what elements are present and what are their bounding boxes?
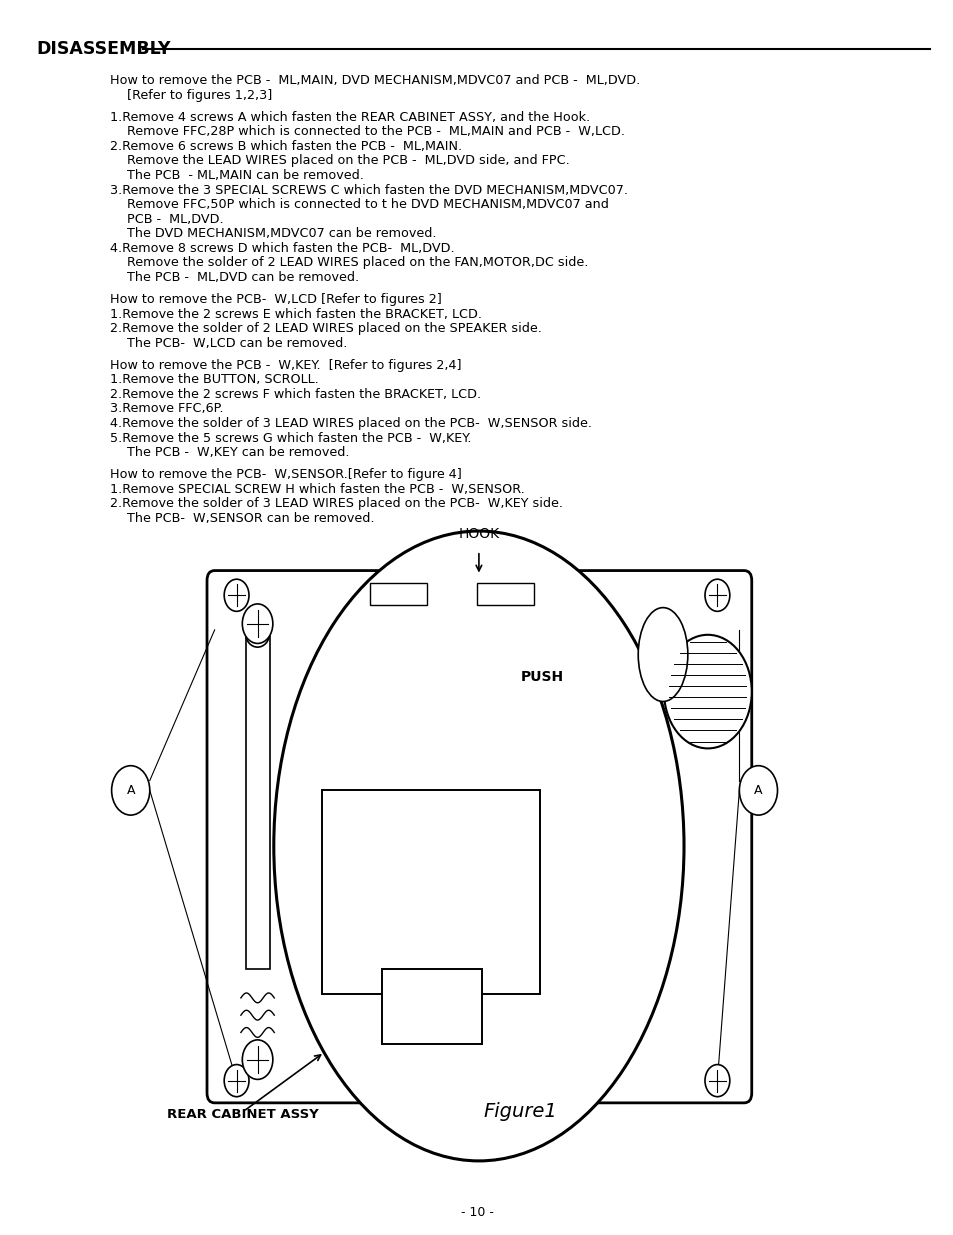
Circle shape bbox=[242, 1040, 273, 1079]
Text: 3.Remove FFC,6P.: 3.Remove FFC,6P. bbox=[110, 403, 223, 415]
Ellipse shape bbox=[638, 608, 687, 701]
Bar bbox=[476, 583, 534, 605]
Ellipse shape bbox=[274, 531, 683, 1161]
Text: 5.Remove the 5 screws G which fasten the PCB -  W,KEY.: 5.Remove the 5 screws G which fasten the… bbox=[110, 431, 471, 445]
Text: How to remove the PCB -  W,KEY.  [Refer to figures 2,4]: How to remove the PCB - W,KEY. [Refer to… bbox=[110, 358, 460, 372]
Text: The DVD MECHANISM,MDVC07 can be removed.: The DVD MECHANISM,MDVC07 can be removed. bbox=[127, 227, 436, 241]
Text: The PCB -  W,KEY can be removed.: The PCB - W,KEY can be removed. bbox=[127, 446, 349, 459]
Bar bbox=[370, 583, 427, 605]
Text: 2.Remove the 2 screws F which fasten the BRACKET, LCD.: 2.Remove the 2 screws F which fasten the… bbox=[110, 388, 480, 401]
Text: A: A bbox=[127, 784, 134, 797]
Text: 1.Remove the 2 screws E which fasten the BRACKET, LCD.: 1.Remove the 2 screws E which fasten the… bbox=[110, 308, 481, 321]
Circle shape bbox=[739, 766, 777, 815]
Text: Remove FFC,28P which is connected to the PCB -  ML,MAIN and PCB -  W,LCD.: Remove FFC,28P which is connected to the… bbox=[127, 125, 624, 138]
Text: DISASSEMBLY: DISASSEMBLY bbox=[36, 41, 171, 58]
FancyBboxPatch shape bbox=[207, 571, 751, 1103]
Bar bbox=[322, 790, 539, 994]
Text: PUSH: PUSH bbox=[519, 669, 563, 684]
Text: How to remove the PCB-  W,LCD [Refer to figures 2]: How to remove the PCB- W,LCD [Refer to f… bbox=[110, 293, 441, 306]
Text: The PCB  - ML,MAIN can be removed.: The PCB - ML,MAIN can be removed. bbox=[127, 169, 363, 182]
Text: 3.Remove the 3 SPECIAL SCREWS C which fasten the DVD MECHANISM,MDVC07.: 3.Remove the 3 SPECIAL SCREWS C which fa… bbox=[110, 184, 627, 196]
Circle shape bbox=[242, 604, 273, 643]
Circle shape bbox=[663, 635, 751, 748]
Circle shape bbox=[224, 1065, 249, 1097]
Text: The PCB -  ML,DVD can be removed.: The PCB - ML,DVD can be removed. bbox=[127, 270, 358, 284]
Text: The PCB-  W,SENSOR can be removed.: The PCB- W,SENSOR can be removed. bbox=[127, 511, 374, 525]
Text: REAR CABINET ASSY: REAR CABINET ASSY bbox=[167, 1108, 318, 1121]
Text: 2.Remove 6 screws B which fasten the PCB -  ML,MAIN.: 2.Remove 6 screws B which fasten the PCB… bbox=[110, 140, 461, 153]
Text: How to remove the PCB -  ML,MAIN, DVD MECHANISM,MDVC07 and PCB -  ML,DVD.: How to remove the PCB - ML,MAIN, DVD MEC… bbox=[110, 74, 639, 88]
Circle shape bbox=[704, 1065, 729, 1097]
Text: 4.Remove 8 screws D which fasten the PCB-  ML,DVD.: 4.Remove 8 screws D which fasten the PCB… bbox=[110, 242, 454, 254]
Text: 2.Remove the solder of 3 LEAD WIRES placed on the PCB-  W,KEY side.: 2.Remove the solder of 3 LEAD WIRES plac… bbox=[110, 498, 562, 510]
Bar bbox=[246, 634, 270, 969]
Text: A: A bbox=[754, 784, 761, 797]
Text: 4.Remove the solder of 3 LEAD WIRES placed on the PCB-  W,SENSOR side.: 4.Remove the solder of 3 LEAD WIRES plac… bbox=[110, 417, 591, 430]
Text: Remove the LEAD WIRES placed on the PCB -  ML,DVD side, and FPC.: Remove the LEAD WIRES placed on the PCB … bbox=[127, 154, 569, 168]
Text: Figure1: Figure1 bbox=[482, 1103, 557, 1121]
Text: [Refer to figures 1,2,3]: [Refer to figures 1,2,3] bbox=[127, 89, 272, 101]
Bar bbox=[381, 969, 481, 1044]
Text: 1.Remove 4 screws A which fasten the REAR CABINET ASSY, and the Hook.: 1.Remove 4 screws A which fasten the REA… bbox=[110, 111, 589, 124]
Text: - 10 -: - 10 - bbox=[460, 1207, 493, 1219]
Text: 1.Remove the BUTTON, SCROLL.: 1.Remove the BUTTON, SCROLL. bbox=[110, 373, 318, 387]
Text: PCB -  ML,DVD.: PCB - ML,DVD. bbox=[127, 212, 223, 226]
Text: HOOK: HOOK bbox=[457, 527, 499, 541]
Ellipse shape bbox=[246, 620, 270, 647]
Text: The PCB-  W,LCD can be removed.: The PCB- W,LCD can be removed. bbox=[127, 337, 347, 350]
Text: 2.Remove the solder of 2 LEAD WIRES placed on the SPEAKER side.: 2.Remove the solder of 2 LEAD WIRES plac… bbox=[110, 322, 541, 335]
Circle shape bbox=[224, 579, 249, 611]
Circle shape bbox=[112, 766, 150, 815]
Text: Remove the solder of 2 LEAD WIRES placed on the FAN,MOTOR,DC side.: Remove the solder of 2 LEAD WIRES placed… bbox=[127, 257, 588, 269]
Text: How to remove the PCB-  W,SENSOR.[Refer to figure 4]: How to remove the PCB- W,SENSOR.[Refer t… bbox=[110, 468, 461, 482]
Circle shape bbox=[704, 579, 729, 611]
Text: Remove FFC,50P which is connected to t he DVD MECHANISM,MDVC07 and: Remove FFC,50P which is connected to t h… bbox=[127, 198, 608, 211]
Text: 1.Remove SPECIAL SCREW H which fasten the PCB -  W,SENSOR.: 1.Remove SPECIAL SCREW H which fasten th… bbox=[110, 483, 524, 495]
